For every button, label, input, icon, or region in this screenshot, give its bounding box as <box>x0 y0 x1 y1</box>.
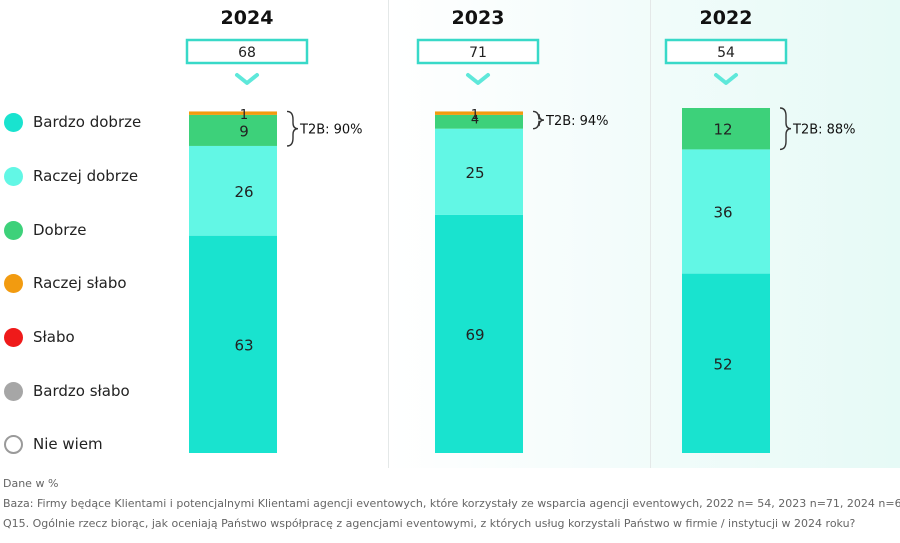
bracket-line <box>779 107 792 151</box>
footer: Dane w % Baza: Firmy będące Klientami i … <box>3 474 900 534</box>
year-heading: 2022 <box>700 7 753 29</box>
bar-value-label: 63 <box>234 336 253 354</box>
legend-label: Nie wiem <box>33 435 103 453</box>
bar-value-label: 36 <box>713 204 732 222</box>
bar-segment <box>189 235 277 453</box>
bar-segment <box>189 111 277 115</box>
bracket-label: T2B: 88% <box>792 123 856 138</box>
bar-segment <box>682 108 770 150</box>
chevron-down-icon <box>714 73 738 85</box>
sample-size-value: 54 <box>717 45 735 61</box>
legend-item: Bardzo dobrze <box>4 110 141 134</box>
legend-item: Nie wiem <box>4 432 103 456</box>
question-note: Q15. Ogólnie rzecz biorąc, jak oceniają … <box>3 517 856 530</box>
legend-label: Bardzo dobrze <box>33 113 142 131</box>
legend-label: Dobrze <box>33 221 87 239</box>
legend-item: Raczej dobrze <box>4 164 138 188</box>
bar-value-label: 52 <box>713 355 732 373</box>
year-heading: 2023 <box>452 7 505 29</box>
legend-swatch <box>4 434 23 454</box>
bar-segment <box>435 214 523 453</box>
legend-label: Raczej słabo <box>33 274 127 292</box>
legend-item: Raczej słabo <box>4 271 127 295</box>
column-divider <box>388 0 389 468</box>
legend-label: Bardzo słabo <box>33 382 130 400</box>
bar-value-label: 12 <box>713 121 732 139</box>
bracket-line <box>532 110 545 130</box>
chevron-down-icon <box>235 73 259 85</box>
legend-item: Dobrze <box>4 218 87 242</box>
legend-label: Słabo <box>33 328 75 346</box>
bar-value-label: 4 <box>471 113 479 128</box>
legend-swatch <box>4 220 23 240</box>
unit-note: Dane w % <box>3 477 59 490</box>
bracket-label: T2B: 90% <box>299 123 363 138</box>
legend-item: Bardzo słabo <box>4 379 130 403</box>
bar-value-label: 1 <box>471 108 479 123</box>
bar-segment <box>682 273 770 453</box>
sample-size-box <box>416 38 540 65</box>
bar-value-label: 69 <box>465 326 484 344</box>
bar-segment <box>682 149 770 274</box>
bar-value-label: 1 <box>240 108 248 123</box>
base-note: Baza: Firmy będące Klientami i potencjal… <box>3 497 900 510</box>
legend-swatch <box>4 381 23 401</box>
chevron-down-icon <box>466 73 490 85</box>
legend-item: Słabo <box>4 325 75 349</box>
bar-value-label: 25 <box>465 164 484 182</box>
bar-segment <box>435 128 523 215</box>
bar-segment <box>189 114 277 146</box>
sample-size-value: 71 <box>469 45 487 61</box>
legend-label: Raczej dobrze <box>33 167 139 185</box>
legend-swatch <box>4 327 23 347</box>
bracket-label: T2B: 94% <box>545 114 609 129</box>
legend-swatch <box>4 273 23 293</box>
bar-value-label: 9 <box>239 122 249 140</box>
sample-size-box <box>664 38 788 65</box>
column-divider <box>650 0 651 468</box>
legend: Bardzo dobrze Raczej dobrze Dobrze Raczej s… <box>0 0 180 470</box>
bar-segment <box>435 111 523 115</box>
bar-value-label: 26 <box>234 183 253 201</box>
legend-swatch <box>4 112 23 132</box>
year-heading: 2024 <box>221 7 274 29</box>
bar-segment <box>435 114 523 129</box>
sample-size-box <box>185 38 309 65</box>
bracket-line <box>286 110 299 147</box>
bar-segment <box>189 145 277 236</box>
sample-size-value: 68 <box>238 45 256 61</box>
legend-swatch <box>4 166 23 186</box>
